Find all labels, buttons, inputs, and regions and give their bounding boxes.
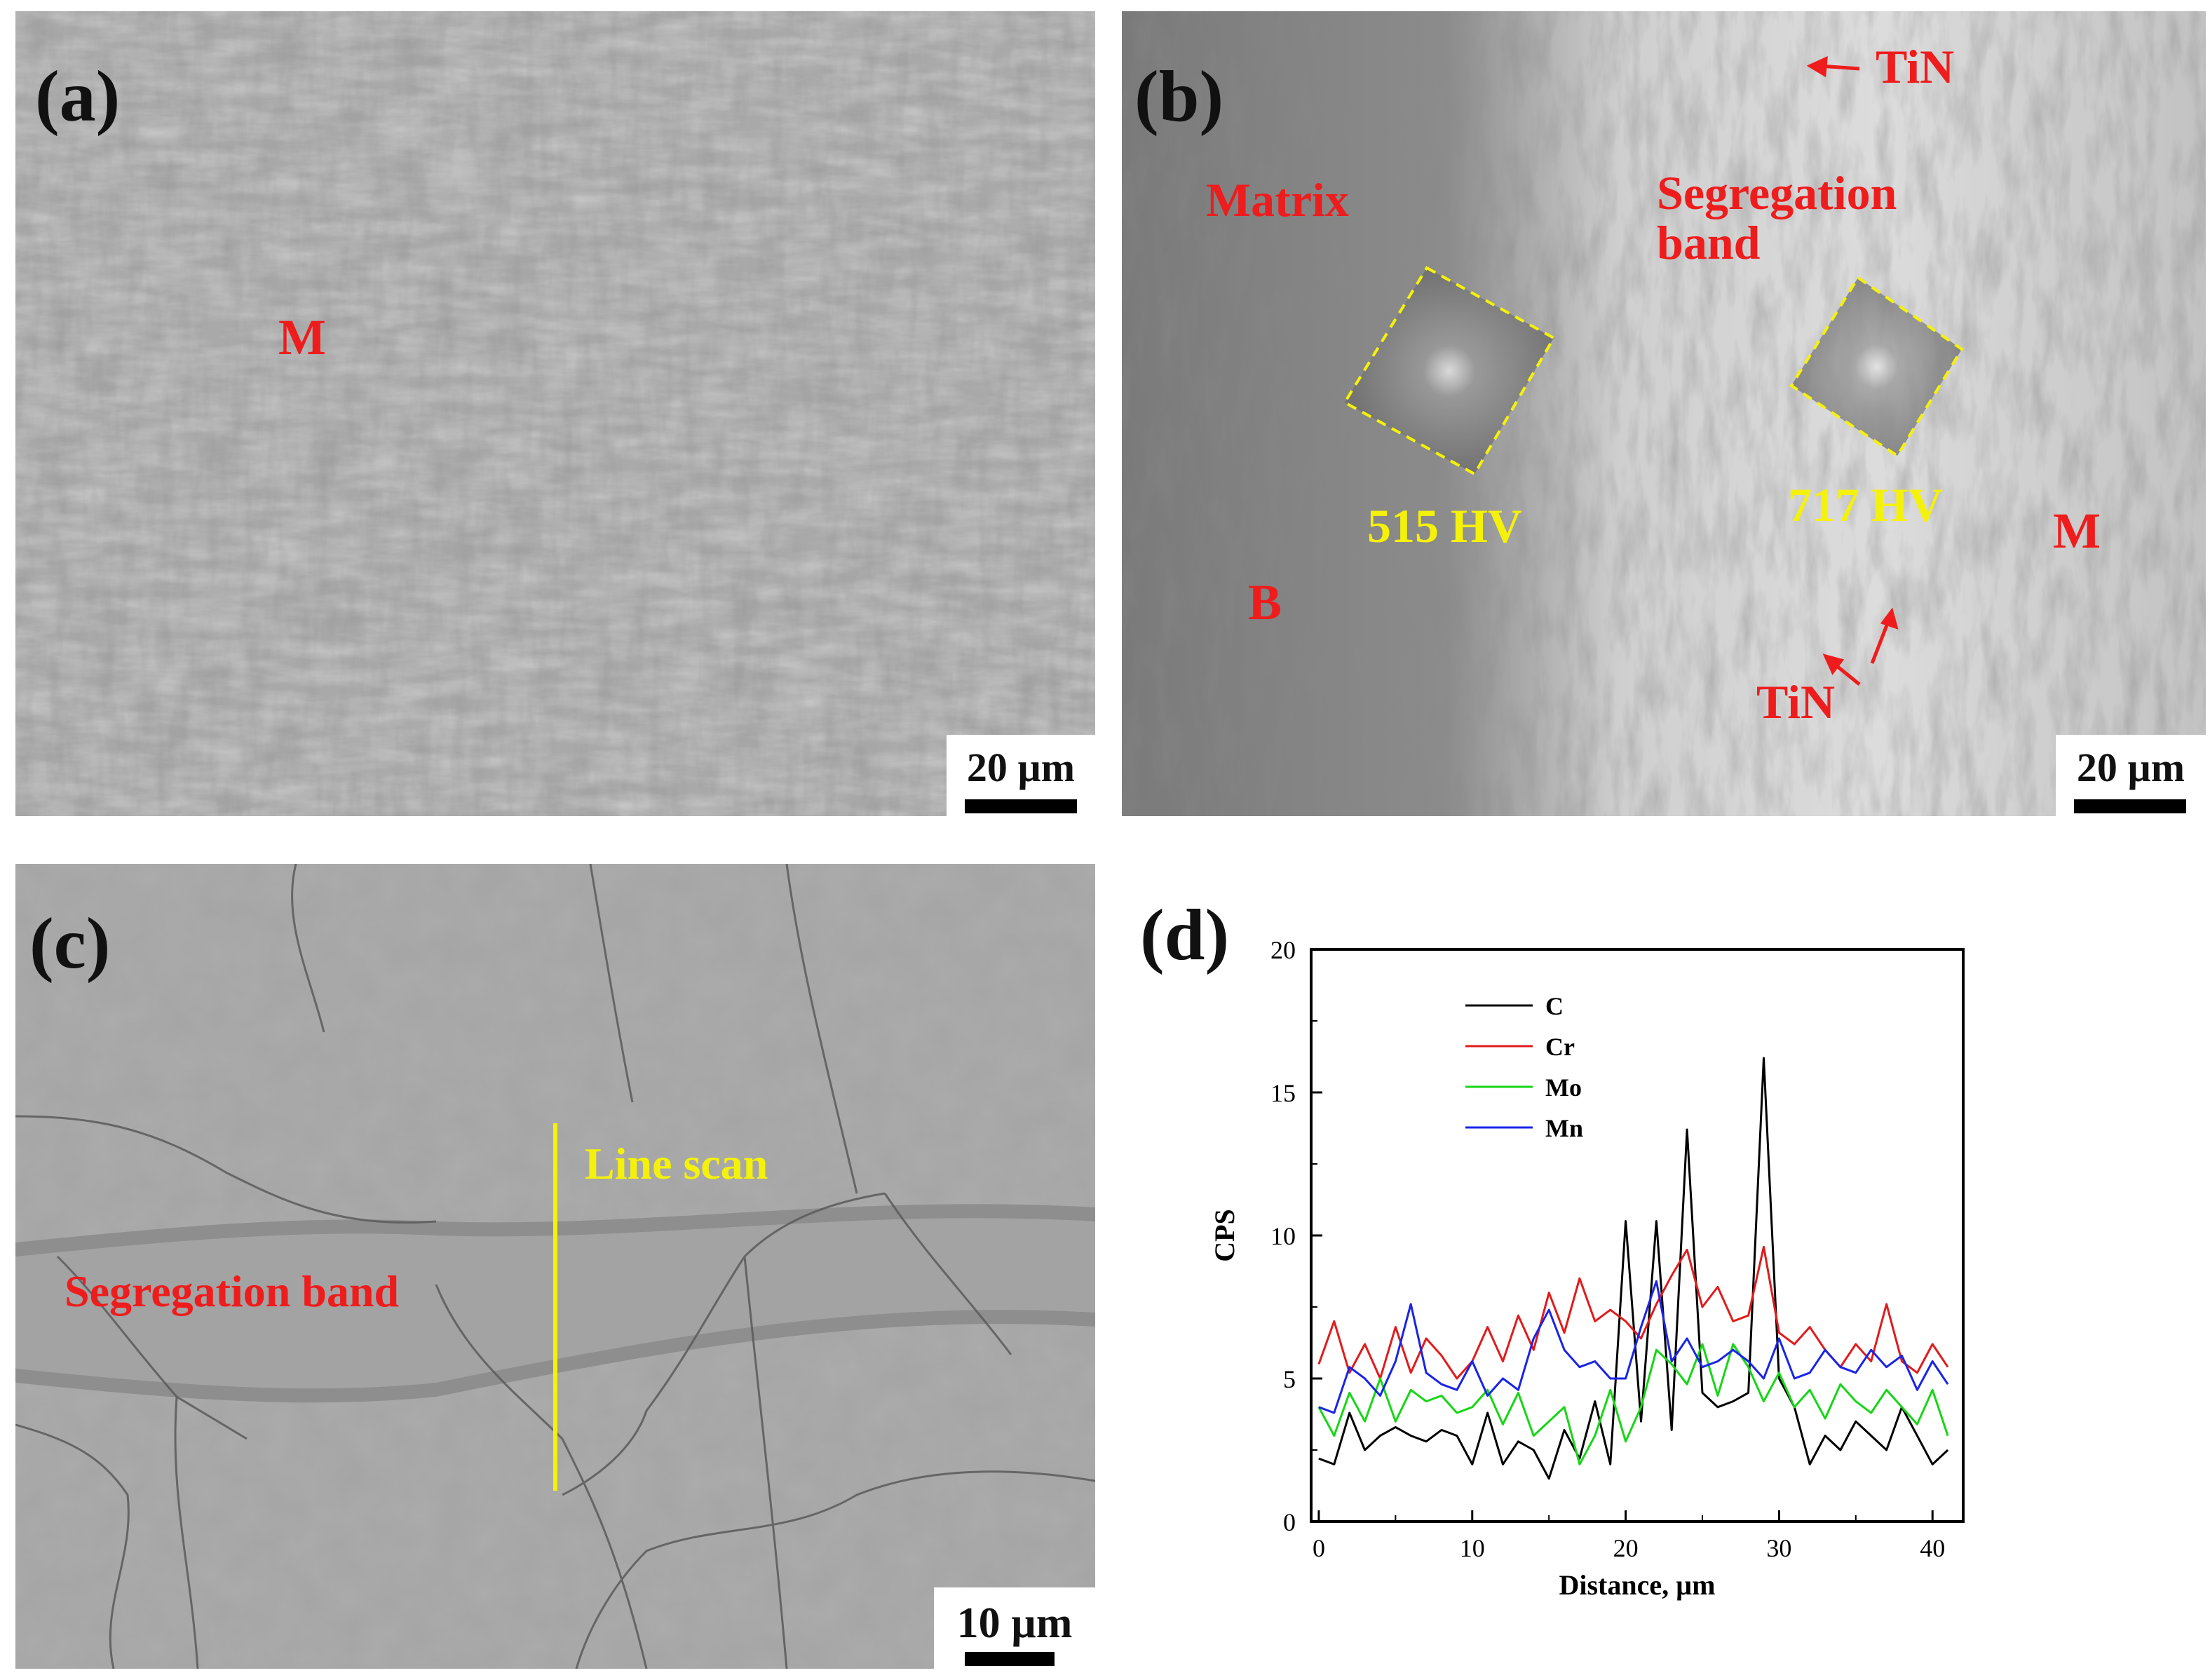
scale-bar-line bbox=[2074, 799, 2186, 813]
y-tick-labels: 0 5 10 15 20 bbox=[1270, 936, 1296, 1536]
tin-arrows bbox=[1806, 55, 1899, 686]
scale-bar-line bbox=[965, 799, 1077, 813]
series-line-cr bbox=[1317, 1245, 1949, 1380]
scale-bar-c: 10 µm bbox=[934, 1587, 1095, 1669]
x-tick-label: 0 bbox=[1313, 1534, 1325, 1562]
x-tick-label: 10 bbox=[1460, 1534, 1485, 1562]
scale-bar-line bbox=[965, 1652, 1055, 1666]
series-line-mo bbox=[1317, 1343, 1949, 1465]
tin-label-bottom: TiN bbox=[1756, 675, 1836, 729]
plot-frame bbox=[1310, 948, 1965, 1523]
chart-svg: 0 10 20 30 40 0 5 10 15 20 Distance, µm CPS C Cr M… bbox=[1209, 936, 1965, 1601]
legend-label-mn: Mn bbox=[1545, 1114, 1583, 1142]
micrograph-panel-b: (b) TiN Matrix Segregation band 515 HV 7… bbox=[1122, 11, 2206, 816]
tin-label-top: TiN bbox=[1876, 40, 1955, 93]
micrograph-panel-a: (a) M 20 µm bbox=[15, 11, 1095, 816]
x-axis-label: Distance, µm bbox=[1559, 1569, 1715, 1601]
segregation-band-label: Segregation band bbox=[1657, 166, 1897, 270]
hardness-indent-right bbox=[1789, 276, 1964, 458]
chart-ticks bbox=[1311, 948, 1934, 1523]
chart-legend: C Cr Mo Mn bbox=[1465, 992, 1583, 1142]
x-tick-label: 20 bbox=[1613, 1534, 1639, 1562]
scale-bar-label: 20 µm bbox=[966, 745, 1076, 790]
martensite-micrograph-image bbox=[15, 11, 1095, 816]
y-axis-label: CPS bbox=[1209, 1209, 1240, 1262]
line-scan-label: Line scan bbox=[585, 1139, 768, 1188]
scale-bar-label: 10 µm bbox=[956, 1599, 1073, 1647]
y-tick-label: 20 bbox=[1270, 936, 1296, 964]
grain-boundaries bbox=[15, 864, 1095, 1669]
x-tick-label: 40 bbox=[1920, 1534, 1945, 1562]
scale-bar-a: 20 µm bbox=[947, 735, 1095, 816]
segregation-band-label: Segregation band bbox=[65, 1266, 400, 1316]
matrix-label: Matrix bbox=[1206, 173, 1349, 226]
x-tick-label: 30 bbox=[1766, 1534, 1791, 1562]
legend-label-mo: Mo bbox=[1545, 1073, 1582, 1102]
hardness-label-left: 515 HV bbox=[1367, 499, 1522, 553]
legend-label-c: C bbox=[1545, 992, 1564, 1020]
panel-label-a: (a) bbox=[35, 56, 121, 137]
phase-label-martensite: M bbox=[278, 309, 326, 365]
hardness-label-right: 717 HV bbox=[1788, 478, 1943, 531]
legend-label-cr: Cr bbox=[1545, 1033, 1575, 1061]
y-tick-label: 5 bbox=[1283, 1365, 1296, 1393]
scale-bar-label: 20 µm bbox=[2076, 745, 2185, 790]
phase-label-bainite: B bbox=[1248, 574, 1282, 630]
series-line-c bbox=[1318, 1057, 1949, 1480]
x-tick-labels: 0 10 20 30 40 bbox=[1313, 1534, 1945, 1562]
sem-panel-c: (c) Line scan Segregation band 10 µm bbox=[15, 864, 1095, 1669]
sem-segregation-band-image bbox=[15, 864, 1095, 1669]
y-tick-label: 10 bbox=[1270, 1222, 1296, 1250]
scale-bar-b: 20 µm bbox=[2056, 735, 2206, 816]
y-tick-label: 0 bbox=[1283, 1508, 1296, 1536]
y-tick-label: 15 bbox=[1270, 1079, 1296, 1107]
panel-label-c: (c) bbox=[29, 903, 111, 984]
hardness-indent-left bbox=[1343, 266, 1556, 476]
phase-label-martensite: M bbox=[2053, 503, 2101, 559]
chart-series-lines bbox=[1317, 1057, 1949, 1480]
segregation-micrograph-image bbox=[1122, 11, 2206, 816]
series-line-mn bbox=[1318, 1280, 1949, 1414]
panel-label-d: (d) bbox=[1140, 895, 1230, 975]
panel-label-b: (b) bbox=[1134, 56, 1224, 137]
line-scan-chart: 0 10 20 30 40 0 5 10 15 20 Distance, µm CPS C Cr M… bbox=[1150, 912, 2210, 1641]
